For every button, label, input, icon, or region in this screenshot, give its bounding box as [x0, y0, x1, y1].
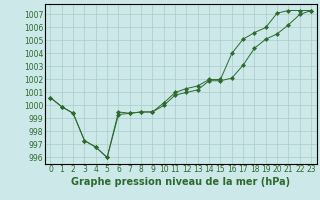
X-axis label: Graphe pression niveau de la mer (hPa): Graphe pression niveau de la mer (hPa): [71, 177, 290, 187]
